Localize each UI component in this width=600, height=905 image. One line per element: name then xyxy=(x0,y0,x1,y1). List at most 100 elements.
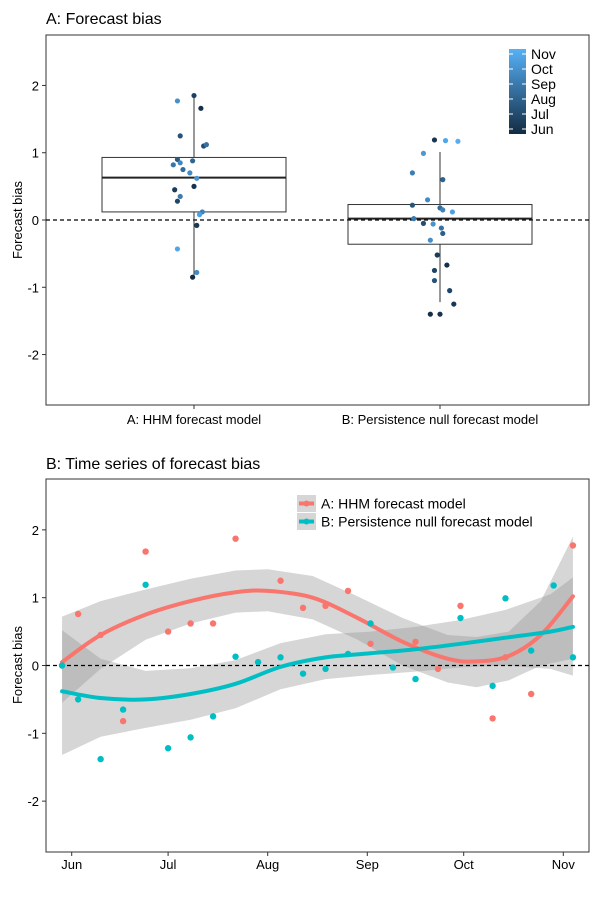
bias-point xyxy=(451,301,457,307)
panel-a-y-axis-label: Forecast bias xyxy=(10,180,25,259)
bias-point-hhm xyxy=(187,620,194,627)
bias-point xyxy=(194,269,200,276)
x-tick-label: Jun xyxy=(61,857,82,872)
bias-point-hhm xyxy=(299,604,307,612)
x-tick-label: A: HHM forecast model xyxy=(127,412,261,427)
smooth-line-persistence xyxy=(60,624,575,702)
panel-b-timeseries: B: Time series of forecast bias Forecast… xyxy=(10,456,590,872)
bias-point-persistence xyxy=(119,706,127,713)
bias-point-persistence xyxy=(389,664,397,671)
bias-point-persistence xyxy=(502,595,509,602)
panel-b-points xyxy=(58,535,577,763)
bias-point xyxy=(430,221,436,227)
panel-a-y-axis: -2 -1 0 1 2 xyxy=(27,78,46,363)
bias-point xyxy=(196,212,203,218)
bias-point xyxy=(177,160,183,166)
bias-point-persistence xyxy=(489,682,496,690)
bias-point-persistence xyxy=(97,755,104,763)
x-tick-label: Aug xyxy=(256,857,279,872)
legend-month-label: Oct xyxy=(531,61,553,77)
bias-point xyxy=(194,222,200,228)
bias-point-persistence xyxy=(299,670,307,677)
bias-point-hhm xyxy=(367,640,374,647)
legend-label: A: HHM forecast model xyxy=(321,496,466,512)
bias-point-hhm xyxy=(569,542,577,549)
x-tick-label: Oct xyxy=(454,857,475,872)
bias-point xyxy=(431,137,438,143)
bias-point-persistence xyxy=(569,654,577,661)
bias-point-persistence xyxy=(277,654,284,661)
bias-point-persistence xyxy=(344,650,352,658)
bias-point-hhm xyxy=(232,535,239,542)
bias-point-hhm xyxy=(434,665,442,673)
bias-point xyxy=(409,202,415,208)
bias-point-persistence xyxy=(232,653,239,660)
bias-point xyxy=(194,175,200,181)
panel-b-title: B: Time series of forecast bias xyxy=(46,456,260,473)
bias-point xyxy=(420,150,427,156)
y-tick-label: -1 xyxy=(27,726,39,741)
bias-point xyxy=(438,225,444,231)
bias-point xyxy=(431,277,438,284)
y-tick-label: 2 xyxy=(32,78,39,93)
panel-a-title: A: Forecast bias xyxy=(46,11,162,28)
bias-point xyxy=(174,246,181,252)
panel-b-x-axis: Jun Jul Aug Sep Oct Nov xyxy=(61,852,575,872)
y-tick-label: -2 xyxy=(27,348,39,363)
panel-b-legend: A: HHM forecast model B: Persistence null… xyxy=(297,495,533,530)
box-persistence xyxy=(347,152,533,303)
bias-point xyxy=(427,237,433,243)
confidence-band-hhm xyxy=(62,536,573,703)
bias-point-persistence xyxy=(550,582,557,589)
bias-point xyxy=(449,209,456,215)
x-tick-label: Sep xyxy=(356,857,379,872)
bias-point xyxy=(442,138,449,144)
bias-point-persistence xyxy=(209,713,217,720)
bias-point xyxy=(455,138,461,144)
bias-point-hhm xyxy=(457,602,464,610)
bias-point-hhm xyxy=(322,602,329,610)
legend-key-point xyxy=(303,518,310,525)
panel-a-boxplot: A: Forecast bias Forecast bias -2 -1 0 1 2 A… xyxy=(10,11,590,427)
y-tick-label: 1 xyxy=(32,146,39,161)
bias-point-persistence xyxy=(58,662,66,669)
bias-point xyxy=(190,274,196,280)
y-tick-label: -1 xyxy=(27,280,39,295)
bias-point-persistence xyxy=(412,675,419,683)
y-tick-label: 1 xyxy=(32,591,39,606)
bias-point xyxy=(172,187,178,193)
bias-point-persistence xyxy=(142,581,149,588)
bias-point-persistence xyxy=(164,745,172,752)
bias-point-persistence xyxy=(254,658,262,666)
bias-point xyxy=(447,288,453,294)
bias-point-hhm xyxy=(119,717,127,725)
x-tick-label: Nov xyxy=(552,857,576,872)
legend-item-persistence: B: Persistence null forecast model xyxy=(297,513,533,530)
bias-point-persistence xyxy=(367,620,374,627)
bias-point xyxy=(444,262,450,268)
bias-point xyxy=(440,207,446,213)
bias-point xyxy=(198,105,204,111)
panel-b-y-axis-label: Forecast bias xyxy=(10,625,25,704)
y-tick-label: 2 xyxy=(32,523,39,538)
box-iqr xyxy=(347,204,533,245)
legend-month-label: Aug xyxy=(531,91,556,107)
bias-point xyxy=(434,252,440,258)
legend-key-point xyxy=(303,500,310,507)
bias-point xyxy=(431,267,438,274)
bias-point xyxy=(440,177,446,183)
legend-month-label: Jun xyxy=(531,121,554,137)
bias-point-hhm xyxy=(97,631,104,639)
bias-point xyxy=(187,170,193,176)
month-colorbar xyxy=(509,49,526,134)
bias-point xyxy=(174,198,181,204)
bias-point-hhm xyxy=(344,587,352,595)
bias-point-persistence xyxy=(322,665,329,673)
bias-point xyxy=(203,142,210,148)
y-tick-label: 0 xyxy=(32,659,39,674)
box-iqr xyxy=(101,156,287,213)
legend-month-label: Nov xyxy=(531,46,556,62)
bias-point-persistence xyxy=(457,614,464,622)
